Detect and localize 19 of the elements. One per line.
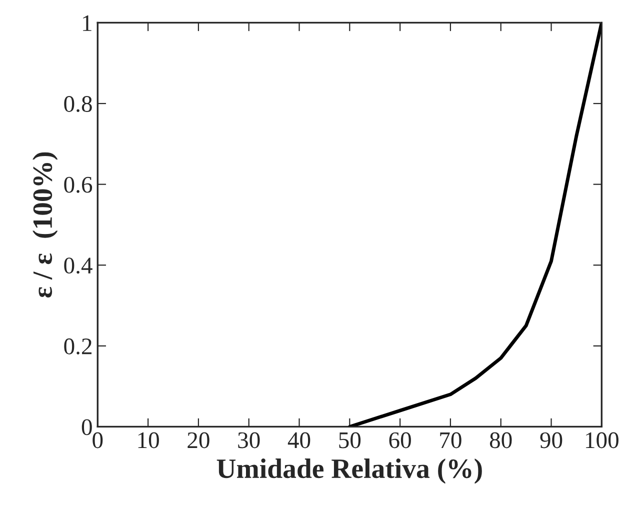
x-tick-label: 40 [288, 432, 310, 448]
x-tick-label: 30 [238, 432, 260, 448]
y-tick-label: 1 [83, 15, 92, 31]
x-tick-label: 50 [339, 432, 361, 448]
x-tick-label: 70 [440, 432, 462, 448]
y-tick-label: 0.2 [64, 338, 92, 354]
y-tick-label: 0.6 [64, 176, 92, 193]
x-tick-label: 0 [92, 432, 103, 448]
x-tick-label: 90 [540, 432, 562, 448]
y-axis-title: ε / ε (100%) [32, 152, 58, 298]
y-tick-label: 0.8 [64, 96, 92, 112]
y-tick-label: 0.4 [64, 258, 92, 274]
x-tick-label: 80 [490, 432, 512, 448]
x-tick-label: 10 [138, 432, 159, 448]
x-tick-label: 100 [586, 432, 618, 448]
y-tick-label: 0 [82, 419, 92, 436]
x-tick-label: 60 [389, 432, 411, 448]
x-tick-label: 20 [188, 432, 210, 448]
x-axis-title: Umidade Relativa (%) [216, 458, 482, 484]
